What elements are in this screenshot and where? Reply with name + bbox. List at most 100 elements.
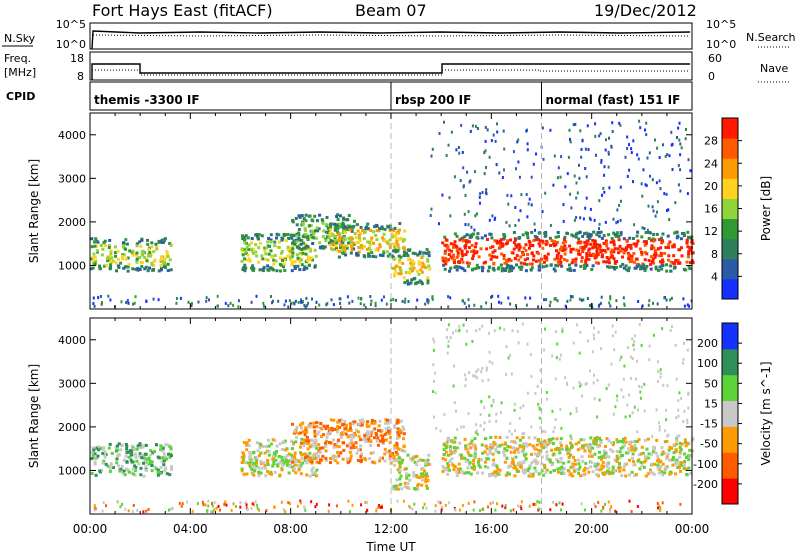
echo-cell [544, 445, 548, 449]
echo-cell [328, 228, 332, 232]
echo-cell [581, 249, 585, 252]
echo-cell [270, 255, 274, 259]
echo-cell [390, 242, 394, 246]
colorbar-swatch [722, 198, 738, 220]
echo-cell [133, 473, 137, 477]
echo-cell [446, 245, 450, 249]
echo-cell [447, 436, 451, 440]
echo-cell [663, 296, 666, 300]
echo-cell [280, 500, 283, 504]
echo-cell [488, 265, 492, 269]
echo-cell [465, 250, 469, 254]
echo-cell [108, 238, 112, 242]
freq-label-1: Freq. [4, 52, 31, 65]
echo-cell [574, 257, 578, 261]
echo-cell [661, 260, 665, 264]
echo-cell [520, 507, 523, 511]
echo-cell [570, 443, 574, 447]
echo-cell [90, 472, 94, 475]
echo-cell [305, 473, 309, 477]
echo-cell [523, 467, 527, 471]
echo-cell [310, 460, 314, 464]
echo-cell [575, 215, 578, 219]
echo-cell [393, 226, 397, 230]
echo-cell [441, 256, 445, 260]
echo-cell [388, 419, 392, 422]
echo-cell [516, 329, 519, 333]
echo-cell [530, 230, 534, 234]
echo-cell [678, 446, 682, 450]
echo-cell [410, 263, 414, 267]
echo-cell [333, 443, 337, 447]
echo-cell [679, 469, 682, 473]
echo-cell [635, 264, 639, 268]
echo-cell [554, 377, 557, 381]
echo-cell [399, 474, 403, 478]
echo-cell [484, 444, 488, 448]
echo-cell [176, 297, 178, 300]
echo-cell [635, 377, 637, 381]
colorbar-tick-label: 8 [711, 248, 718, 261]
echo-cell [578, 297, 581, 301]
echo-cell [442, 466, 446, 470]
echo-cell [107, 446, 111, 450]
y-tick-label: 1000 [58, 259, 86, 272]
nsearch-noise-line [92, 34, 691, 37]
echo-cell [597, 243, 601, 247]
echo-cell [518, 462, 522, 466]
echo-cell [342, 431, 346, 435]
echo-cell [448, 459, 452, 463]
echo-cell [134, 295, 137, 299]
echo-cell [593, 256, 597, 260]
echo-cell [102, 447, 105, 450]
echo-cell [190, 304, 193, 308]
echo-cell [366, 500, 368, 504]
echo-cell [407, 473, 411, 477]
echo-cell [679, 168, 682, 172]
echo-cell [127, 470, 131, 474]
echo-cell [674, 448, 678, 452]
echo-cell [578, 163, 580, 167]
echo-cell [332, 418, 336, 422]
echo-cell [432, 390, 434, 393]
echo-cell [286, 245, 290, 249]
echo-cell [304, 246, 308, 250]
echo-cell [480, 305, 483, 309]
echo-cell [283, 303, 286, 307]
nsearch-label: N.Search [746, 31, 796, 44]
echo-cell [599, 439, 603, 443]
echo-cell [298, 238, 302, 242]
echo-cell [96, 454, 100, 458]
echo-cell [282, 265, 285, 269]
cpid-mode-label: normal (fast) 151 IF [546, 93, 681, 107]
echo-cell [446, 462, 450, 466]
echo-cell [165, 472, 169, 476]
echo-cell [334, 234, 338, 238]
echo-cell [598, 134, 601, 138]
echo-cell [398, 465, 402, 469]
echo-cell [535, 443, 539, 447]
echo-cell [686, 418, 689, 422]
echo-cell [442, 453, 446, 456]
echo-cell [294, 299, 297, 303]
echo-cell [598, 468, 602, 472]
echo-cell [379, 439, 382, 443]
echo-cell [397, 254, 401, 258]
echo-cell [495, 449, 499, 453]
echo-cell [388, 449, 391, 453]
echo-cell [538, 507, 541, 511]
echo-cell [90, 457, 93, 461]
echo-cell [270, 472, 273, 476]
echo-cell [318, 241, 322, 245]
echo-cell [612, 217, 615, 221]
echo-cell [359, 302, 362, 306]
echo-cell [555, 240, 559, 244]
echo-cell [409, 261, 413, 265]
echo-cell [637, 300, 640, 303]
echo-cell [524, 269, 528, 273]
echo-cell [661, 258, 664, 262]
echo-cell [584, 259, 588, 263]
echo-cell [576, 448, 580, 452]
echo-cell [211, 504, 214, 508]
echo-cell [393, 274, 397, 278]
